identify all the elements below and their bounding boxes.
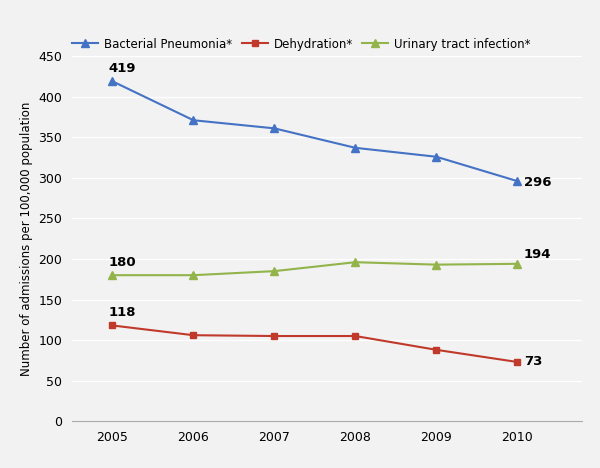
- Bacterial Pneumonia*: [109, 79, 116, 84]
- Bacterial Pneumonia*: [190, 117, 197, 123]
- Bacterial Pneumonia*: [352, 145, 359, 151]
- Urinary tract infection*: [271, 268, 278, 274]
- Bacterial Pneumonia*: [514, 178, 521, 184]
- Line: Dehydration*: Dehydration*: [109, 322, 521, 366]
- Dehydration*: [352, 333, 359, 339]
- Y-axis label: Number of admissions per 100,000 population: Number of admissions per 100,000 populat…: [20, 102, 33, 376]
- Bacterial Pneumonia*: [271, 125, 278, 131]
- Dehydration*: [433, 347, 440, 352]
- Legend: Bacterial Pneumonia*, Dehydration*, Urinary tract infection*: Bacterial Pneumonia*, Dehydration*, Urin…: [68, 33, 535, 55]
- Dehydration*: [271, 333, 278, 339]
- Text: 296: 296: [524, 176, 551, 189]
- Text: 118: 118: [109, 306, 136, 319]
- Bacterial Pneumonia*: [433, 154, 440, 160]
- Urinary tract infection*: [109, 272, 116, 278]
- Text: 73: 73: [524, 356, 542, 368]
- Line: Bacterial Pneumonia*: Bacterial Pneumonia*: [109, 77, 521, 185]
- Text: 419: 419: [109, 62, 136, 75]
- Dehydration*: [109, 322, 116, 328]
- Text: 194: 194: [524, 248, 551, 261]
- Text: 180: 180: [109, 256, 136, 269]
- Dehydration*: [514, 359, 521, 365]
- Urinary tract infection*: [352, 259, 359, 265]
- Urinary tract infection*: [433, 262, 440, 267]
- Urinary tract infection*: [190, 272, 197, 278]
- Line: Urinary tract infection*: Urinary tract infection*: [109, 258, 521, 279]
- Dehydration*: [190, 332, 197, 338]
- Urinary tract infection*: [514, 261, 521, 267]
